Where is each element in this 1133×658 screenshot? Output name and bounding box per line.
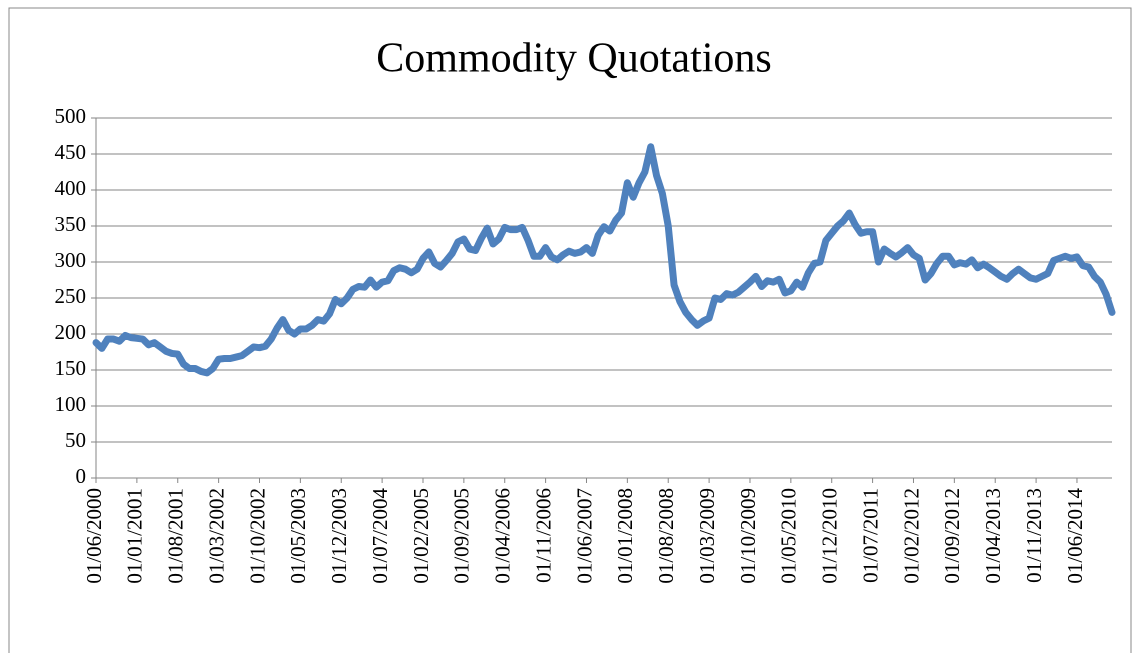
x-tick-label: 01/04/2006 — [491, 488, 515, 584]
x-tick-label: 01/07/2011 — [858, 488, 882, 583]
y-tick-label: 0 — [76, 464, 87, 488]
x-tick-label: 01/02/2012 — [899, 488, 923, 584]
x-tick-label: 01/07/2004 — [368, 488, 392, 584]
x-tick-label: 01/09/2005 — [450, 488, 474, 584]
x-tick-label: 01/01/2008 — [613, 488, 637, 584]
x-tick-label: 01/03/2002 — [204, 488, 228, 584]
x-tick-label: 01/04/2013 — [981, 488, 1005, 584]
x-tick-label: 01/06/2007 — [572, 488, 596, 584]
y-tick-label: 450 — [55, 140, 87, 164]
y-tick-label: 350 — [55, 212, 87, 236]
y-tick-label: 100 — [55, 392, 87, 416]
y-tick-label: 400 — [55, 176, 87, 200]
y-tick-label: 500 — [55, 104, 87, 128]
y-tick-label: 300 — [55, 248, 87, 272]
x-tick-label: 01/08/2001 — [164, 488, 188, 584]
x-tick-label: 01/08/2008 — [654, 488, 678, 584]
chart-title: Commodity Quotations — [376, 36, 772, 82]
x-tick-label: 01/10/2002 — [245, 488, 269, 584]
chart-frame — [8, 7, 1132, 658]
x-tick-label: 01/01/2001 — [123, 488, 147, 584]
x-tick-label: 01/02/2005 — [409, 488, 433, 584]
x-tick-label: 01/11/2006 — [531, 488, 555, 583]
y-tick-label: 50 — [65, 428, 86, 452]
x-tick-label: 01/03/2009 — [695, 488, 719, 584]
x-tick-label: 01/12/2010 — [818, 488, 842, 584]
x-tick-label: 01/11/2013 — [1022, 488, 1046, 583]
x-tick-label: 01/12/2003 — [327, 488, 351, 584]
x-tick-label: 01/05/2010 — [777, 488, 801, 584]
x-tick-label: 01/09/2012 — [940, 488, 964, 584]
y-tick-label: 200 — [55, 320, 87, 344]
x-tick-label: 01/06/2000 — [82, 488, 106, 584]
y-tick-label: 250 — [55, 284, 87, 308]
x-tick-label: 01/10/2009 — [736, 488, 760, 584]
x-tick-label: 01/06/2014 — [1063, 488, 1087, 584]
y-tick-label: 150 — [55, 356, 87, 380]
data-line — [92, 143, 1116, 377]
x-tick-label: 01/05/2003 — [286, 488, 310, 584]
